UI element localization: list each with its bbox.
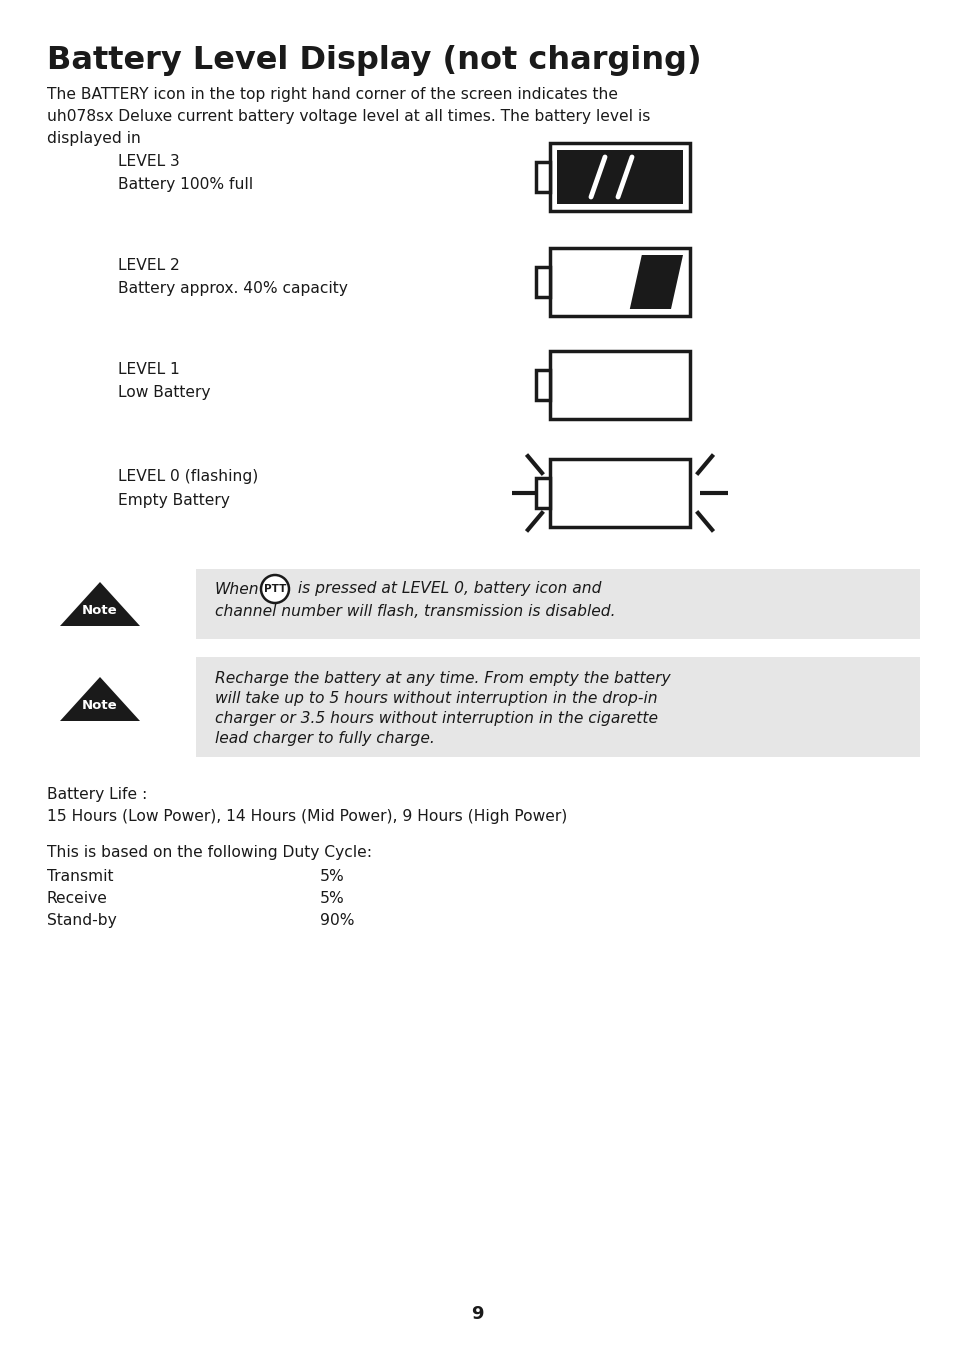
Text: LEVEL 3: LEVEL 3	[118, 153, 179, 168]
Bar	[195, 656, 919, 757]
Text: Low Battery: Low Battery	[118, 385, 211, 399]
Text: Battery approx. 40% capacity: Battery approx. 40% capacity	[118, 281, 348, 296]
Text: charger or 3.5 hours without interruption in the cigarette: charger or 3.5 hours without interruptio…	[214, 712, 658, 726]
Polygon shape	[60, 677, 140, 721]
Text: 90%: 90%	[319, 913, 355, 928]
Polygon shape	[60, 582, 140, 625]
Bar	[557, 151, 682, 204]
Bar	[536, 161, 550, 192]
Text: uh078sx Deluxe current battery voltage level at all times. The battery level is: uh078sx Deluxe current battery voltage l…	[47, 109, 650, 124]
Polygon shape	[629, 256, 682, 309]
Text: 5%: 5%	[319, 869, 344, 884]
Text: Stand-by: Stand-by	[47, 913, 116, 928]
Text: LEVEL 2: LEVEL 2	[118, 258, 179, 273]
Text: channel number will flash, transmission is disabled.: channel number will flash, transmission …	[214, 604, 615, 620]
Text: lead charger to fully charge.: lead charger to fully charge.	[214, 730, 435, 746]
Bar	[536, 477, 550, 508]
Bar	[550, 247, 689, 316]
Text: When: When	[214, 581, 259, 596]
Text: Recharge the battery at any time. From empty the battery: Recharge the battery at any time. From e…	[214, 671, 670, 686]
Text: Note: Note	[82, 699, 117, 713]
Bar	[536, 370, 550, 399]
Text: Receive: Receive	[47, 890, 108, 907]
Bar	[550, 459, 689, 527]
Text: The BATTERY icon in the top right hand corner of the screen indicates the: The BATTERY icon in the top right hand c…	[47, 87, 618, 102]
Circle shape	[261, 576, 289, 603]
Text: LEVEL 1: LEVEL 1	[118, 362, 179, 377]
Text: Empty Battery: Empty Battery	[118, 492, 230, 507]
Text: Battery Life :: Battery Life :	[47, 787, 147, 802]
Text: Transmit: Transmit	[47, 869, 113, 884]
Text: will take up to 5 hours without interruption in the drop-in: will take up to 5 hours without interrup…	[214, 691, 657, 706]
Text: Battery 100% full: Battery 100% full	[118, 176, 253, 191]
Text: LEVEL 0 (flashing): LEVEL 0 (flashing)	[118, 469, 258, 484]
Text: 9: 9	[470, 1305, 483, 1323]
Text: Note: Note	[82, 604, 117, 617]
Bar	[536, 268, 550, 297]
Text: This is based on the following Duty Cycle:: This is based on the following Duty Cycl…	[47, 845, 372, 859]
Bar	[550, 143, 689, 211]
Text: 15 Hours (Low Power), 14 Hours (Mid Power), 9 Hours (High Power): 15 Hours (Low Power), 14 Hours (Mid Powe…	[47, 808, 567, 824]
Text: displayed in: displayed in	[47, 130, 141, 147]
Text: is pressed at LEVEL 0, battery icon and: is pressed at LEVEL 0, battery icon and	[293, 581, 601, 596]
Text: 5%: 5%	[319, 890, 344, 907]
Bar	[195, 569, 919, 639]
Text: Battery Level Display (not charging): Battery Level Display (not charging)	[47, 44, 700, 77]
Bar	[550, 351, 689, 420]
Text: PTT: PTT	[264, 584, 286, 594]
